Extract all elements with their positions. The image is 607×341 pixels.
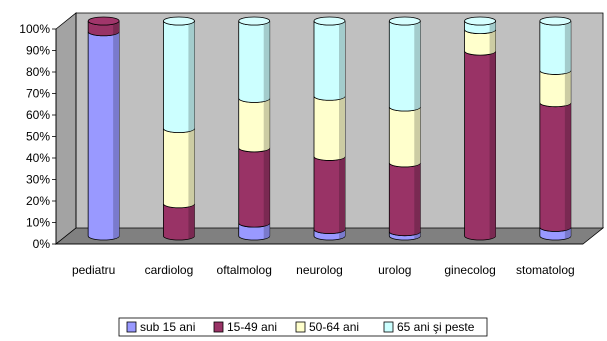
bar-shade — [564, 102, 571, 231]
back-wall-edge — [75, 12, 604, 228]
bar-shade — [564, 21, 571, 74]
bar-shade — [414, 162, 421, 235]
bar-cap — [163, 16, 195, 26]
bar-shade — [263, 98, 270, 151]
bar-stack-urolog — [388, 16, 421, 241]
bar-shade — [113, 31, 120, 239]
legend-label: sub 15 ani — [140, 320, 195, 334]
bar-shade — [188, 21, 195, 132]
y-tick-label: 20% — [26, 194, 50, 208]
bar-shade — [414, 107, 421, 166]
bar-shade — [339, 21, 345, 100]
bars — [87, 16, 572, 241]
y-tick-label: 80% — [26, 65, 50, 79]
y-tick-label: 100% — [19, 22, 50, 36]
x-tick-label: stomatolog — [516, 263, 575, 277]
bar-cap — [313, 16, 346, 26]
y-tick-label: 0% — [33, 237, 51, 251]
bar-cap — [238, 16, 271, 26]
bar-shade — [489, 29, 496, 54]
x-tick-label: oftalmolog — [217, 263, 272, 277]
y-tick-label: 40% — [26, 151, 50, 165]
bar-shade — [263, 147, 270, 226]
bar-shade — [188, 128, 195, 207]
bar-stack-stomatolog — [539, 16, 572, 241]
bar-stack-ginecolog — [464, 16, 496, 241]
legend: sub 15 ani 15-49 ani 50-64 ani 65 ani şi pe… — [118, 317, 488, 337]
x-tick-label: ginecolog — [444, 263, 495, 277]
legend-label: 15-49 ani — [227, 320, 277, 334]
bar-stack-oftalmolog — [238, 16, 271, 241]
bar-shade — [113, 21, 120, 35]
legend-swatch — [126, 321, 137, 333]
y-tick-label: 30% — [26, 173, 50, 187]
bar-shade — [339, 96, 345, 160]
legend-swatch — [213, 321, 224, 333]
bar-shade — [339, 229, 345, 239]
legend-swatch — [383, 321, 394, 333]
y-tick-label: 90% — [26, 44, 50, 58]
bar-shade — [564, 70, 571, 106]
x-tick-label: urolog — [378, 263, 411, 277]
x-tick-label: neurolog — [296, 263, 343, 277]
y-tick-label: 70% — [26, 87, 50, 101]
bar-shade — [339, 156, 345, 233]
legend-label: 50-64 ani — [309, 320, 359, 334]
bar-stack-pediatru — [87, 16, 120, 241]
bar-shade — [489, 51, 496, 239]
x-tick-label: cardiolog — [145, 263, 194, 277]
x-tick-label: pediatru — [72, 263, 115, 277]
bar-cap — [87, 16, 120, 26]
bar-shade — [263, 21, 270, 102]
legend-label: 65 ani şi peste — [397, 320, 475, 334]
bar-cap — [539, 16, 572, 26]
bar-cap — [388, 16, 421, 26]
y-tick-label: 50% — [26, 130, 50, 144]
bar-shade — [188, 203, 195, 239]
y-tick-label: 60% — [26, 108, 50, 122]
bar-shade — [414, 21, 421, 110]
y-tick-label: 10% — [26, 216, 50, 230]
bar-shade — [263, 223, 270, 239]
bar-stack-neurolog — [313, 16, 346, 241]
bar-stack-cardiolog — [163, 16, 195, 241]
side-wall — [55, 12, 77, 245]
legend-swatch — [295, 321, 306, 333]
bar-cap — [464, 16, 496, 26]
x-axis: pediatru cardiolog oftalmolog neurolog urolo… — [56, 243, 583, 277]
y-axis: 0% 10% 20% 30% 40% 50% 60% 70% 80% 90% 100% — [19, 22, 57, 251]
